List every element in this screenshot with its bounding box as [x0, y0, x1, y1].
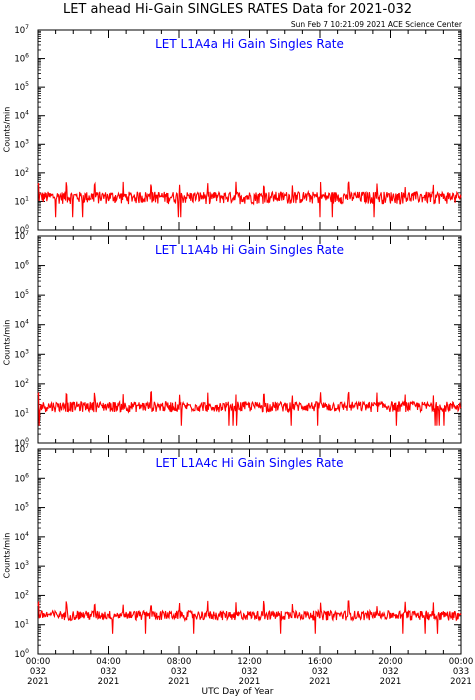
- series-line: [37, 391, 462, 426]
- ytick-label: 105: [14, 289, 29, 301]
- ytick-label: 105: [14, 81, 29, 93]
- ytick-label: 101: [14, 195, 29, 207]
- ytick-exponent: 5: [25, 289, 29, 296]
- series-line: [37, 181, 462, 218]
- series-line: [37, 600, 462, 634]
- ytick-exponent: 1: [25, 407, 29, 414]
- ytick-label: 106: [14, 53, 29, 65]
- panel-c-title: LET L1A4c Hi Gain Singles Rate: [155, 456, 343, 470]
- ytick-exponent: 5: [25, 81, 29, 88]
- ytick-label: 102: [14, 589, 29, 601]
- xtick-doy-label: 032: [382, 667, 398, 677]
- xtick-time-label: 20:00: [378, 657, 403, 667]
- ytick-exponent: 0: [25, 648, 29, 655]
- ytick-label: 107: [14, 24, 29, 36]
- ytick-exponent: 2: [25, 589, 29, 596]
- ytick-exponent: 3: [25, 348, 29, 355]
- xtick-time-label: 00:00: [26, 657, 51, 667]
- ytick-exponent: 2: [25, 378, 29, 385]
- xtick-year-label: 2021: [450, 677, 472, 687]
- ytick-exponent: 7: [25, 443, 29, 450]
- ytick-label: 101: [14, 407, 29, 419]
- ytick-label: 104: [14, 110, 29, 122]
- x-axis-label: UTC Day of Year: [201, 687, 274, 697]
- ytick-exponent: 6: [25, 472, 29, 479]
- ytick-label: 103: [14, 560, 29, 572]
- xtick-year-label: 2021: [239, 677, 261, 687]
- page-title: LET ahead Hi-Gain SINGLES RATES Data for…: [62, 2, 413, 17]
- xtick-year-label: 2021: [309, 677, 331, 687]
- xtick-time-label: 00:00: [449, 657, 474, 667]
- panel-c-ylabel: Counts/min: [2, 532, 12, 579]
- xtick-doy-label: 032: [100, 667, 116, 677]
- ytick-exponent: 4: [25, 319, 29, 326]
- panel-a-title: LET L1A4a Hi Gain Singles Rate: [155, 37, 344, 51]
- ytick-exponent: 2: [25, 167, 29, 174]
- xtick-doy-label: 032: [30, 667, 46, 677]
- ytick-label: 106: [14, 260, 29, 272]
- xtick-doy-label: 032: [312, 667, 328, 677]
- ytick-exponent: 3: [25, 138, 29, 145]
- ytick-label: 107: [14, 230, 29, 242]
- xtick-time-label: 12:00: [237, 657, 262, 667]
- ytick-label: 103: [14, 138, 29, 150]
- xtick-doy-label: 032: [241, 667, 257, 677]
- xtick-doy-label: 032: [171, 667, 187, 677]
- ytick-exponent: 0: [25, 224, 29, 231]
- xtick-year-label: 2021: [27, 677, 49, 687]
- ytick-label: 102: [14, 378, 29, 390]
- xtick-time-label: 08:00: [167, 657, 192, 667]
- xtick-time-label: 16:00: [308, 657, 333, 667]
- panel-b-ylabel: Counts/min: [2, 319, 12, 366]
- ytick-exponent: 3: [25, 560, 29, 567]
- panel-a-ylabel: Counts/min: [2, 106, 12, 153]
- panel-frame: [37, 235, 462, 444]
- ytick-label: 106: [14, 472, 29, 484]
- ytick-label: 105: [14, 502, 29, 514]
- ytick-label: 101: [14, 619, 29, 631]
- ytick-exponent: 7: [25, 24, 29, 31]
- ytick-label: 103: [14, 348, 29, 360]
- ytick-label: 107: [14, 443, 29, 455]
- xtick-year-label: 2021: [380, 677, 402, 687]
- xtick-year-label: 2021: [168, 677, 190, 687]
- panel-b-title: LET L1A4b Hi Gain Singles Rate: [155, 243, 344, 257]
- xtick-doy-label: 033: [453, 667, 469, 677]
- ytick-exponent: 6: [25, 53, 29, 60]
- generation-timestamp: Sun Feb 7 10:21:09 2021 ACE Science Cent…: [290, 20, 462, 29]
- ytick-exponent: 4: [25, 110, 29, 117]
- ytick-exponent: 1: [25, 195, 29, 202]
- ytick-exponent: 1: [25, 619, 29, 626]
- panel-frame: [37, 448, 462, 655]
- ytick-exponent: 5: [25, 502, 29, 509]
- xtick-time-label: 04:00: [96, 657, 121, 667]
- ytick-label: 104: [14, 319, 29, 331]
- ytick-label: 104: [14, 531, 29, 543]
- ytick-exponent: 7: [25, 230, 29, 237]
- xtick-year-label: 2021: [98, 677, 120, 687]
- ytick-exponent: 0: [25, 437, 29, 444]
- ytick-label: 102: [14, 167, 29, 179]
- ytick-exponent: 4: [25, 531, 29, 538]
- ytick-exponent: 6: [25, 260, 29, 267]
